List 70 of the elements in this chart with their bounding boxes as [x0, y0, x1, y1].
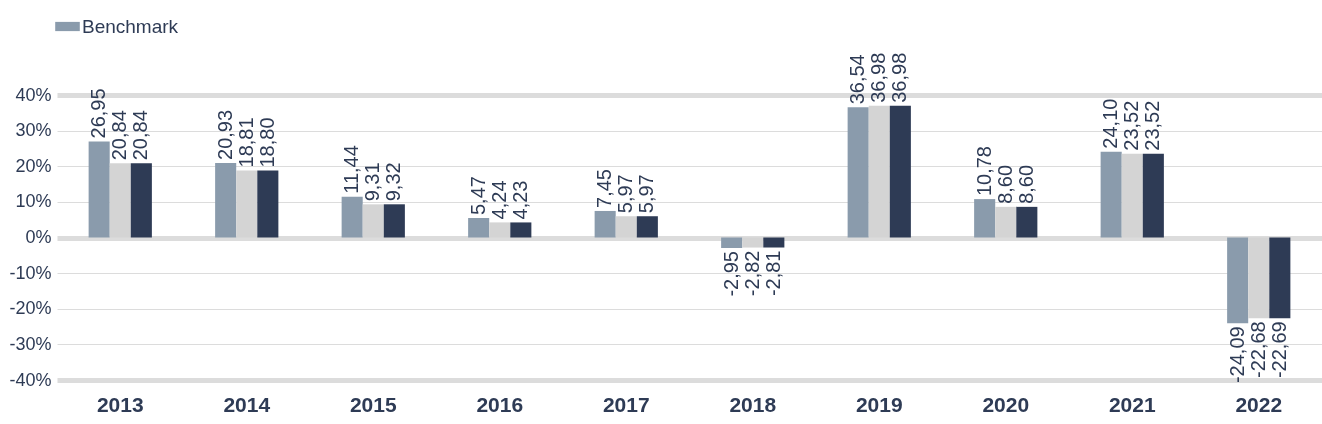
bar: [130, 163, 152, 238]
data-label: 7,45: [593, 169, 616, 208]
x-tick-label: 2022: [1235, 392, 1283, 416]
data-label: -2,81: [761, 250, 784, 297]
y-tick-label: -10%: [9, 262, 52, 283]
data-label: 10,78: [972, 146, 995, 197]
data-label: -2,82: [740, 250, 763, 297]
data-label: 8,60: [1014, 164, 1037, 204]
data-label: 5,47: [466, 176, 489, 216]
data-label: 4,23: [508, 180, 531, 220]
x-tick-label: 2015: [349, 392, 397, 416]
bar: [1016, 206, 1038, 238]
y-tick-label: -40%: [9, 369, 52, 390]
data-label: -22,68: [1246, 321, 1269, 379]
bar: [215, 162, 237, 238]
y-tick-label: -30%: [9, 333, 52, 354]
data-label: 36,98: [867, 52, 890, 103]
data-label: 18,81: [234, 117, 257, 168]
bar: [1269, 237, 1291, 319]
data-label: 11,44: [340, 145, 363, 194]
data-label: -24,09: [1225, 326, 1248, 384]
bar: [383, 204, 405, 238]
data-label: 9,31: [361, 162, 384, 202]
y-tick-label: 30%: [15, 120, 52, 141]
bar: [721, 237, 743, 249]
legend-label: Benchmark: [82, 15, 179, 37]
bar: [594, 210, 616, 238]
data-label: 5,97: [614, 174, 637, 214]
bar: [1142, 153, 1164, 238]
bar: [1100, 151, 1122, 238]
data-label: 23,52: [1120, 100, 1143, 151]
data-label: 8,60: [993, 164, 1016, 204]
bar: [468, 218, 490, 238]
data-label: -2,95: [719, 251, 742, 297]
data-label: 20,93: [213, 109, 236, 160]
data-label: 20,84: [129, 110, 152, 161]
x-tick-label: 2021: [1108, 392, 1156, 416]
data-label: 24,10: [1099, 98, 1122, 149]
data-label: 9,32: [382, 162, 405, 202]
x-tick-label: 2014: [223, 392, 271, 416]
data-label: -22,69: [1267, 321, 1290, 379]
x-tick-label: 2013: [96, 392, 144, 416]
bar: [1227, 237, 1249, 324]
x-tick-label: 2020: [982, 392, 1030, 416]
bar: [636, 216, 658, 238]
bar: [257, 170, 279, 238]
bar: [974, 199, 996, 238]
y-tick-label: 10%: [15, 191, 52, 212]
data-label: 36,54: [846, 54, 869, 105]
bar: [847, 107, 869, 238]
bar: [763, 237, 785, 248]
x-tick-label: 2017: [602, 392, 650, 416]
y-tick-label: 0%: [25, 227, 52, 247]
y-tick-label: 20%: [15, 155, 52, 176]
data-label: 5,97: [635, 174, 658, 214]
bar: [889, 105, 911, 238]
bar: [341, 196, 363, 238]
data-label: 26,95: [87, 88, 110, 139]
data-label: 4,24: [487, 180, 510, 220]
y-tick-label: 40%: [15, 84, 52, 105]
x-tick-label: 2019: [855, 392, 903, 416]
data-label: 36,98: [888, 52, 911, 103]
data-label: 20,84: [108, 110, 131, 161]
x-tick-label: 2016: [476, 392, 524, 416]
x-tick-label: 2018: [729, 392, 777, 416]
data-label: 23,52: [1141, 100, 1164, 151]
y-tick-label: -20%: [9, 298, 52, 319]
data-label: 18,80: [255, 117, 278, 168]
bar: [510, 222, 532, 238]
bar: [88, 141, 110, 238]
